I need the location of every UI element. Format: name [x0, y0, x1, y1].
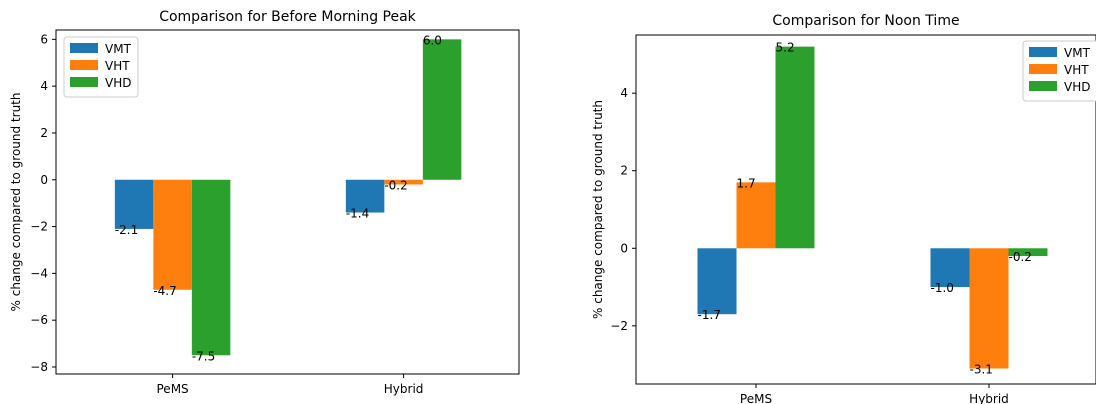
data-label: -4.7	[153, 284, 176, 298]
y-tick-label: 6	[40, 32, 48, 46]
data-label: -0.2	[1009, 250, 1032, 264]
legend-swatch-vmt	[1029, 47, 1057, 57]
data-label: -0.2	[384, 178, 407, 192]
legend-label: VHT	[1064, 63, 1089, 77]
bar-vht-hybrid	[969, 248, 1009, 369]
y-tick-label: 4	[620, 86, 628, 100]
bar-vmt-hybrid	[930, 248, 970, 288]
bar-vmt-pems	[697, 248, 737, 315]
legend-swatch-vmt	[70, 43, 98, 53]
legend: VMT VHT VHD	[63, 36, 139, 98]
y-tick-label: −6	[30, 313, 48, 327]
plot-frame	[55, 29, 520, 375]
y-tick-label: 2	[40, 126, 48, 140]
data-label: 1.7	[737, 176, 756, 190]
chart-title: Comparison for Noon Time	[772, 13, 959, 29]
legend-label: VMT	[105, 42, 132, 56]
data-label: -1.7	[698, 308, 721, 322]
y-tick-label: −8	[30, 360, 48, 374]
x-tick-label: PeMS	[157, 382, 189, 396]
plot-frame	[635, 34, 1096, 385]
y-tick-label: 2	[620, 164, 628, 178]
chart-title: Comparison for Before Morning Peak	[159, 9, 416, 25]
legend-label: VHD	[105, 76, 131, 90]
y-tick-label: −2	[30, 220, 48, 234]
bar-vmt-pems	[114, 179, 154, 229]
data-label: -1.4	[346, 207, 369, 221]
y-tick-label: 0	[40, 173, 48, 187]
chart-2: Comparison for Noon Time % change compare…	[591, 13, 1096, 404]
legend-swatch-vht	[1029, 64, 1057, 74]
bar-vhd-hybrid	[1008, 248, 1048, 257]
data-label: 5.2	[776, 41, 795, 55]
y-axis-label: % change compared to ground truth	[591, 100, 605, 319]
x-tick-label: PeMS	[740, 392, 772, 404]
data-label: -2.1	[115, 223, 138, 237]
bar-vhd-hybrid	[422, 39, 462, 180]
legend-label: VMT	[1064, 46, 1091, 60]
legend-label: VHT	[105, 59, 130, 73]
data-label: -3.1	[970, 362, 993, 376]
bar-vht-pems	[153, 179, 192, 290]
bar-vhd-pems	[775, 46, 815, 249]
y-tick-label: −4	[30, 266, 48, 280]
legend-swatch-vhd	[1029, 81, 1057, 91]
data-label: -7.5	[192, 349, 215, 363]
legend: VMT VHT VHD	[1022, 40, 1096, 102]
legend-swatch-vht	[70, 60, 98, 70]
bar-vmt-hybrid	[345, 179, 385, 213]
y-axis-label: % change compared to ground truth	[9, 93, 23, 312]
x-tick-label: Hybrid	[384, 382, 424, 396]
legend-swatch-vhd	[70, 77, 98, 87]
chart-1: Comparison for Before Morning Peak % chan…	[9, 9, 520, 396]
bar-vht-pems	[736, 182, 776, 249]
y-tick-label: 4	[40, 79, 48, 93]
bar-vht-hybrid	[384, 179, 423, 185]
x-tick-label: Hybrid	[969, 392, 1009, 404]
data-label: -1.0	[931, 281, 954, 295]
data-label: 6.0	[423, 33, 442, 47]
legend-label: VHD	[1064, 80, 1090, 94]
bar-vhd-pems	[191, 179, 231, 356]
y-tick-label: −2	[610, 319, 628, 333]
y-tick-label: 0	[620, 241, 628, 255]
